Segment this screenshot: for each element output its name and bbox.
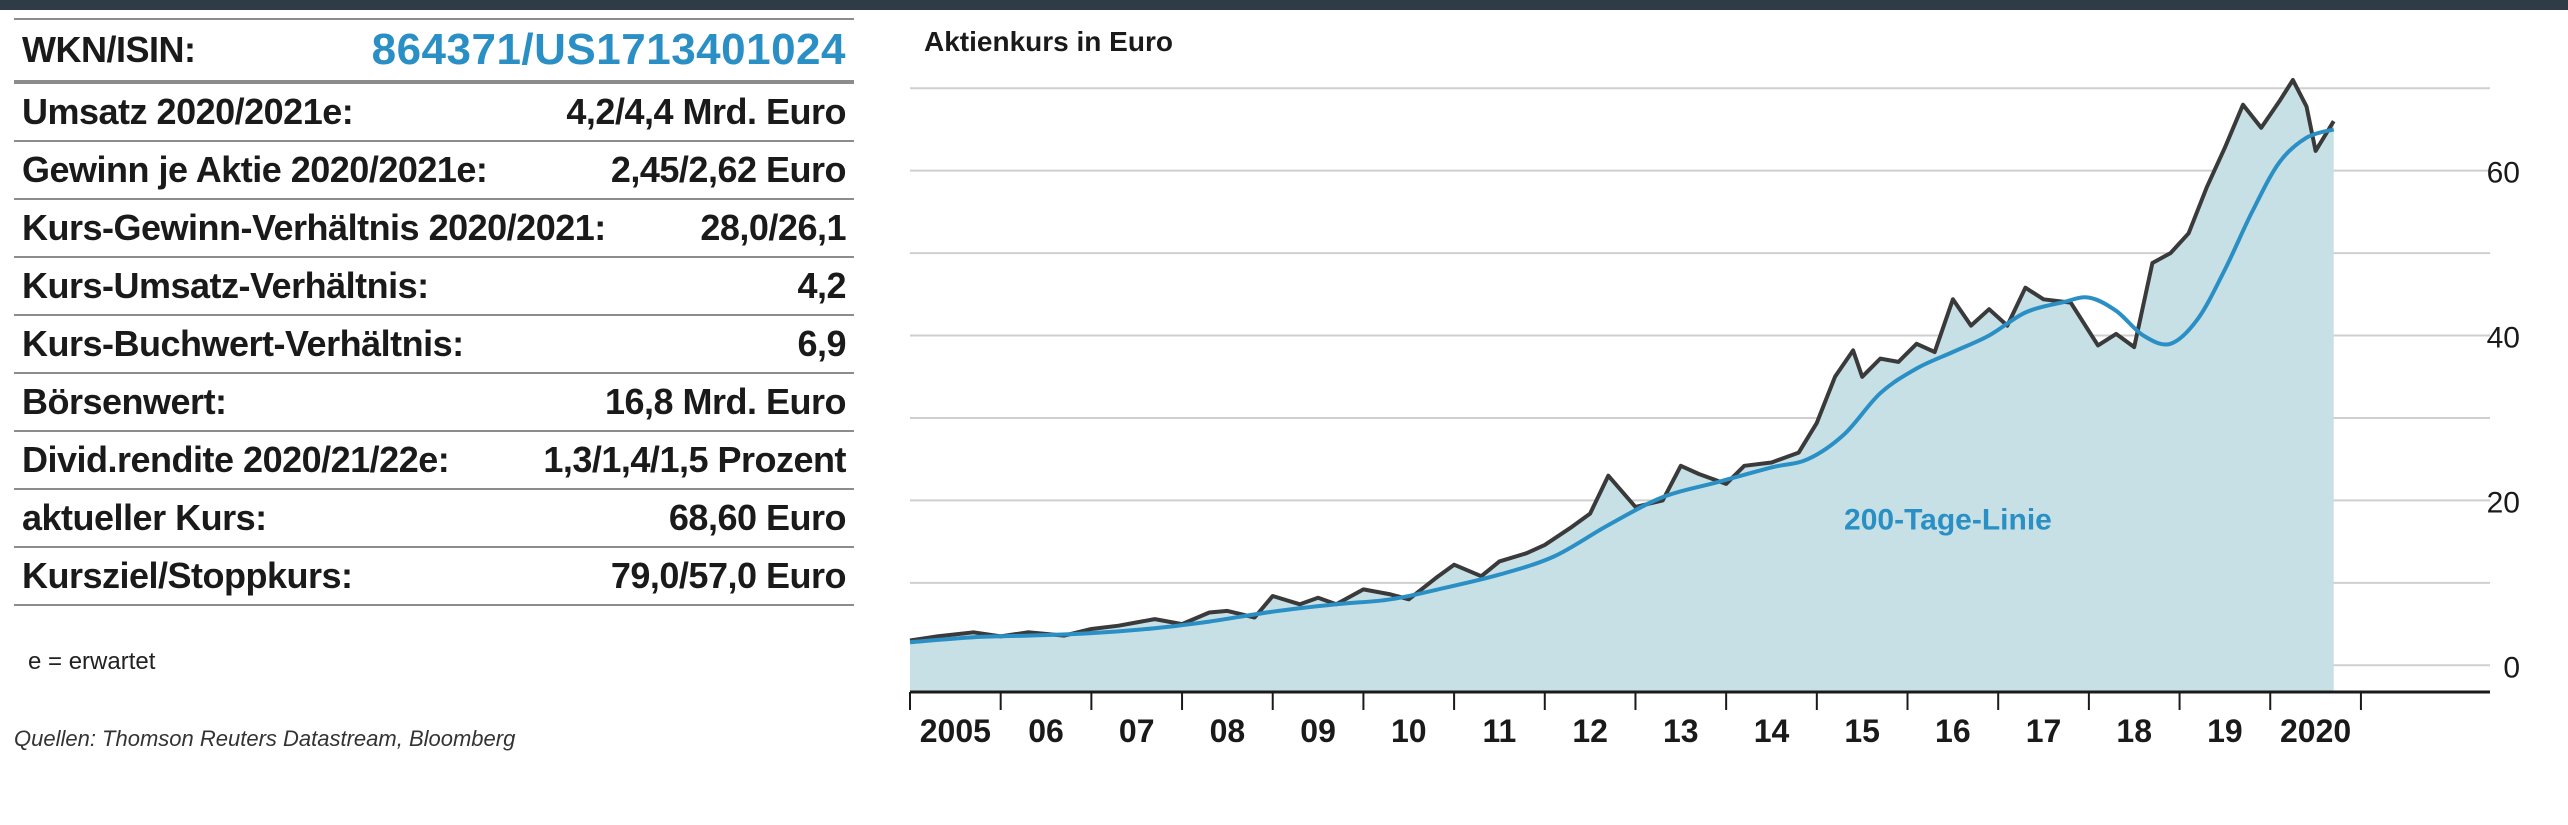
x-tick-label: 2020 [2280, 713, 2351, 749]
top-rule [0, 0, 2568, 10]
ma-200-label: 200-Tage-Linie [1844, 503, 2052, 536]
facts-row: aktueller Kurs: 68,60 Euro [14, 490, 854, 548]
facts-row: Börsenwert: 16,8 Mrd. Euro [14, 374, 854, 432]
x-tick-label: 11 [1483, 713, 1517, 749]
x-tick-label: 2005 [920, 713, 991, 749]
facts-value: 2,45/2,62 Euro [610, 149, 847, 190]
facts-label: Kursziel/Stoppkurs: [22, 555, 353, 596]
y-tick-label: 40 [2487, 322, 2520, 355]
wkn-isin-label: WKN/ISIN: [22, 29, 196, 70]
y-tick-label: 60 [2487, 157, 2520, 190]
x-tick-label: 08 [1210, 713, 1246, 749]
price-series-line [909, 78, 2336, 643]
facts-row: Divid.rendite 2020/21/22e: 1,3/1,4/1,5 Pr… [14, 432, 854, 490]
x-tick-label: 13 [1663, 713, 1699, 749]
wkn-isin-row: WKN/ISIN: 864371/US1713401024 [14, 18, 854, 82]
facts-value: 4,2/4,4 Mrd. Euro [566, 91, 846, 132]
y-tick-label: 0 [2503, 651, 2520, 684]
facts-label: Kurs-Umsatz-Verhältnis: [22, 265, 429, 306]
ma-200-line [909, 127, 2335, 645]
facts-label: Kurs-Gewinn-Verhältnis 2020/2021: [22, 207, 606, 248]
x-tick-label: 12 [1572, 713, 1608, 749]
facts-label: Umsatz 2020/2021e: [22, 91, 354, 132]
x-tick-label: 06 [1028, 713, 1064, 749]
facts-value: 68,60 Euro [668, 497, 847, 538]
y-tick-label: 20 [2487, 486, 2520, 519]
facts-value: 1,3/1,4/1,5 Prozent [543, 439, 846, 480]
facts-value: 28,0/26,1 [700, 207, 846, 248]
x-tick-label: 07 [1119, 713, 1155, 749]
x-tick-label: 16 [1935, 713, 1971, 749]
x-tick-label: 19 [2207, 713, 2243, 749]
stock-price-chart: 0 20 40 60 200-Tage-Linie 2005 06 07 08 09 10 11 12 1… [909, 78, 2520, 749]
facts-label: Börsenwert: [22, 381, 227, 422]
sources-note: Quellen: Thomson Reuters Datastream, Blo… [14, 726, 516, 751]
facts-value: 6,9 [797, 323, 846, 364]
facts-value: 79,0/57,0 Euro [610, 555, 847, 596]
facts-value: 4,2 [797, 265, 846, 306]
x-tick-label: 15 [1844, 713, 1880, 749]
facts-label: Gewinn je Aktie 2020/2021e: [22, 149, 488, 190]
facts-value: 16,8 Mrd. Euro [604, 381, 847, 422]
facts-row: Kurs-Gewinn-Verhältnis 2020/2021: 28,0/26… [14, 200, 854, 258]
footnote: e = erwartet [28, 648, 156, 675]
price-area [910, 80, 2334, 692]
facts-label: Divid.rendite 2020/21/22e: [22, 439, 450, 480]
chart-title: Aktienkurs in Euro [924, 26, 1173, 57]
x-tick-label: 09 [1300, 713, 1336, 749]
facts-row: Kurs-Buchwert-Verhältnis: 6,9 [14, 316, 854, 374]
key-figures-table: WKN/ISIN: 864371/US1713401024 Umsatz 202… [14, 18, 854, 606]
facts-row: Kurs-Umsatz-Verhältnis: 4,2 [14, 258, 854, 316]
facts-row: Umsatz 2020/2021e: 4,2/4,4 Mrd. Euro [14, 82, 854, 142]
x-tick-label: 14 [1754, 713, 1790, 749]
facts-label: aktueller Kurs: [22, 497, 267, 538]
facts-row: Kursziel/Stoppkurs: 79,0/57,0 Euro [14, 548, 854, 606]
x-tick-label: 17 [2026, 713, 2062, 749]
facts-label: Kurs-Buchwert-Verhältnis: [22, 323, 464, 364]
wkn-isin-value: 864371/US1713401024 [371, 25, 846, 74]
x-tick-label: 18 [2116, 713, 2152, 749]
facts-row: Gewinn je Aktie 2020/2021e: 2,45/2,62 Eur… [14, 142, 854, 200]
facts-rows: Umsatz 2020/2021e: 4,2/4,4 Mrd. Euro Gewin… [14, 82, 854, 606]
x-tick-label: 10 [1391, 713, 1427, 749]
